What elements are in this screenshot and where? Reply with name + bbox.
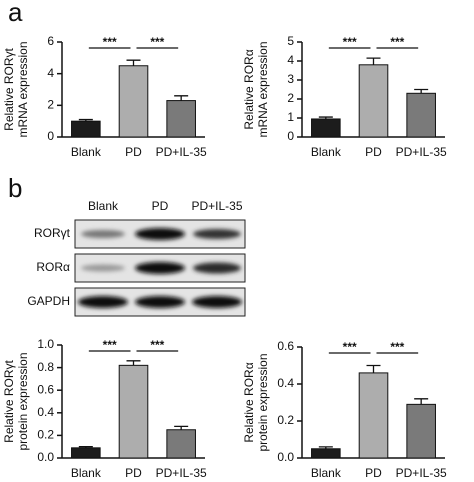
blot-column-label: Blank bbox=[88, 199, 119, 213]
error-bar bbox=[174, 425, 189, 430]
x-tick-label: PD+IL-35 bbox=[156, 145, 207, 159]
x-tick-label: PD+IL-35 bbox=[396, 466, 447, 480]
y-tick-label: 0.0 bbox=[37, 450, 54, 464]
error-bar bbox=[78, 118, 93, 122]
y-tick-label: 0 bbox=[287, 129, 294, 143]
significance-label: *** bbox=[390, 35, 404, 49]
blot-row-label: GAPDH bbox=[27, 294, 70, 308]
y-tick-label: 3 bbox=[287, 72, 294, 86]
x-tick-label: PD bbox=[365, 145, 382, 159]
y-tick-label: 4 bbox=[287, 53, 294, 67]
error-bar bbox=[78, 446, 93, 448]
y-tick-label: 2 bbox=[47, 98, 54, 112]
y-tick-label: 5 bbox=[287, 34, 294, 48]
x-tick-label: PD+IL-35 bbox=[156, 466, 207, 480]
error-bar bbox=[126, 360, 141, 366]
bar bbox=[311, 118, 341, 138]
y-tick-label: 0.6 bbox=[37, 382, 54, 396]
y-tick-label: 0.2 bbox=[277, 413, 294, 427]
significance-label: *** bbox=[390, 340, 404, 354]
y-tick-label: 1 bbox=[287, 110, 294, 124]
y-tick-label: 2 bbox=[287, 91, 294, 105]
x-tick-label: PD bbox=[365, 466, 382, 480]
bar bbox=[358, 372, 389, 459]
y-axis-label: Relative RORα bbox=[242, 49, 256, 129]
y-axis-label: Relative RORα bbox=[242, 362, 256, 442]
bar bbox=[406, 403, 436, 459]
x-tick-label: Blank bbox=[71, 466, 102, 480]
panel-label: b bbox=[8, 173, 22, 203]
y-tick-label: 0.6 bbox=[277, 339, 294, 353]
significance-label: *** bbox=[343, 35, 357, 49]
error-bar bbox=[318, 116, 333, 119]
bar bbox=[358, 64, 389, 138]
error-bar bbox=[414, 88, 429, 94]
bar bbox=[406, 92, 436, 138]
y-tick-label: 0.4 bbox=[37, 405, 54, 419]
y-tick-label: 0 bbox=[47, 129, 54, 143]
bar bbox=[118, 364, 149, 459]
significance-label: *** bbox=[150, 338, 164, 352]
bar bbox=[71, 120, 101, 138]
y-tick-label: 0.8 bbox=[37, 360, 54, 374]
blot-column-label: PD bbox=[152, 199, 169, 213]
bar bbox=[166, 100, 196, 138]
x-tick-label: Blank bbox=[311, 466, 342, 480]
y-axis-label: Relative RORγt bbox=[2, 47, 16, 130]
western-blot: Blank PD PD+IL-35 RORγt RORα GAPDH bbox=[27, 199, 246, 317]
y-axis-label: protein expression bbox=[16, 352, 30, 450]
blot-row-label: RORγt bbox=[34, 226, 71, 240]
error-bar bbox=[174, 95, 189, 101]
blot-row-label: RORα bbox=[36, 260, 70, 274]
x-tick-label: PD+IL-35 bbox=[396, 145, 447, 159]
significance-label: *** bbox=[103, 338, 117, 352]
error-bar bbox=[366, 57, 381, 65]
error-bar bbox=[366, 364, 381, 373]
x-tick-label: PD bbox=[125, 145, 142, 159]
bar bbox=[166, 429, 196, 459]
y-axis-label: mRNA expression bbox=[256, 41, 270, 137]
y-tick-label: 0.4 bbox=[277, 376, 294, 390]
significance-label: *** bbox=[103, 35, 117, 49]
y-tick-label: 4 bbox=[47, 66, 54, 80]
significance-label: *** bbox=[150, 35, 164, 49]
bar bbox=[311, 448, 341, 459]
bar bbox=[118, 65, 149, 138]
y-tick-label: 1.0 bbox=[37, 337, 54, 351]
y-tick-label: 0.0 bbox=[277, 450, 294, 464]
blot-column-label: PD+IL-35 bbox=[191, 199, 242, 213]
error-bar bbox=[126, 59, 141, 66]
x-tick-label: Blank bbox=[71, 145, 102, 159]
y-tick-label: 0.2 bbox=[37, 428, 54, 442]
x-tick-label: Blank bbox=[311, 145, 342, 159]
y-tick-label: 6 bbox=[47, 34, 54, 48]
significance-label: *** bbox=[343, 340, 357, 354]
error-bar bbox=[414, 398, 429, 405]
y-axis-label: Relative RORγt bbox=[2, 359, 16, 442]
panel-label: a bbox=[8, 0, 23, 27]
x-tick-label: PD bbox=[125, 466, 142, 480]
error-bar bbox=[318, 446, 333, 449]
blot-bands bbox=[78, 228, 242, 308]
y-axis-label: mRNA expression bbox=[16, 41, 30, 137]
bar bbox=[71, 447, 101, 459]
y-axis-label: protein expression bbox=[256, 353, 270, 451]
